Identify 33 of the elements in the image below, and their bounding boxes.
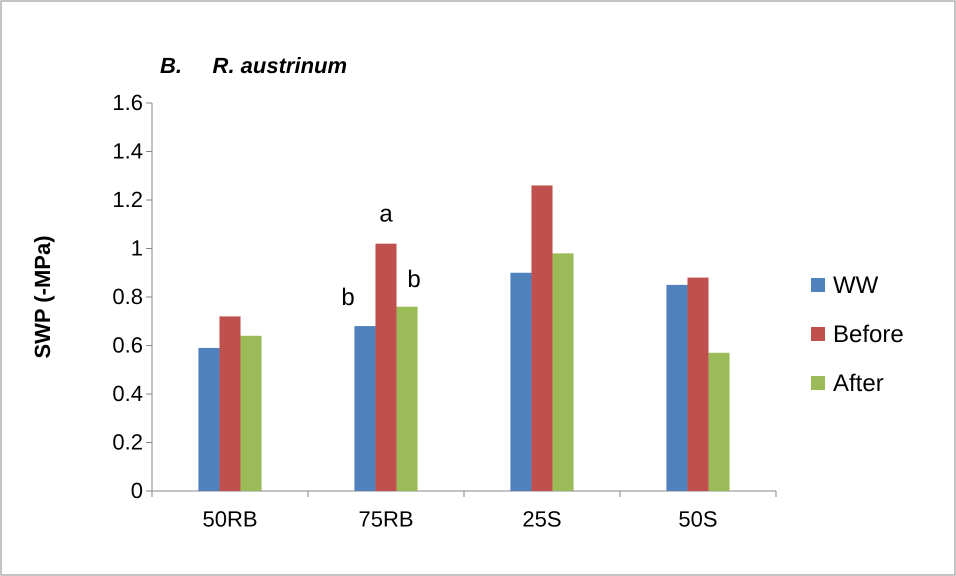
annotation: b xyxy=(341,284,355,311)
bar xyxy=(198,348,220,491)
y-tick-label: 1 xyxy=(130,236,143,261)
bar xyxy=(219,316,241,491)
x-tick-label: 50S xyxy=(678,506,718,532)
bar xyxy=(666,284,688,491)
y-tick-label: 1.2 xyxy=(112,187,143,212)
bar xyxy=(708,352,730,491)
y-tick-label: 0.4 xyxy=(112,381,143,406)
x-tick-label: 75RB xyxy=(358,506,414,532)
legend-label: After xyxy=(833,370,884,397)
legend-label: WW xyxy=(833,272,879,299)
x-tick-label: 25S xyxy=(522,506,562,532)
chart-title: B. R. austrinum xyxy=(160,53,348,78)
x-tick-label: 50RB xyxy=(202,506,258,532)
y-axis-title: SWP (-MPa) xyxy=(30,235,55,359)
bar xyxy=(687,278,709,491)
y-tick-label: 0.2 xyxy=(112,430,143,455)
legend-label: Before xyxy=(833,321,904,348)
annotation: b xyxy=(407,266,421,293)
y-tick-label: 0.8 xyxy=(112,284,143,310)
annotation: a xyxy=(379,200,394,228)
bar xyxy=(552,253,574,491)
bar xyxy=(510,272,532,491)
bar xyxy=(240,336,262,491)
bar xyxy=(375,244,397,491)
bar xyxy=(531,185,553,491)
y-tick-label: 1.4 xyxy=(112,138,143,164)
bar xyxy=(396,306,418,491)
bar xyxy=(354,326,376,491)
y-tick-label: 0.6 xyxy=(112,332,143,358)
y-tick-label: 1.6 xyxy=(112,90,143,116)
y-tick-label: 0 xyxy=(130,478,143,504)
